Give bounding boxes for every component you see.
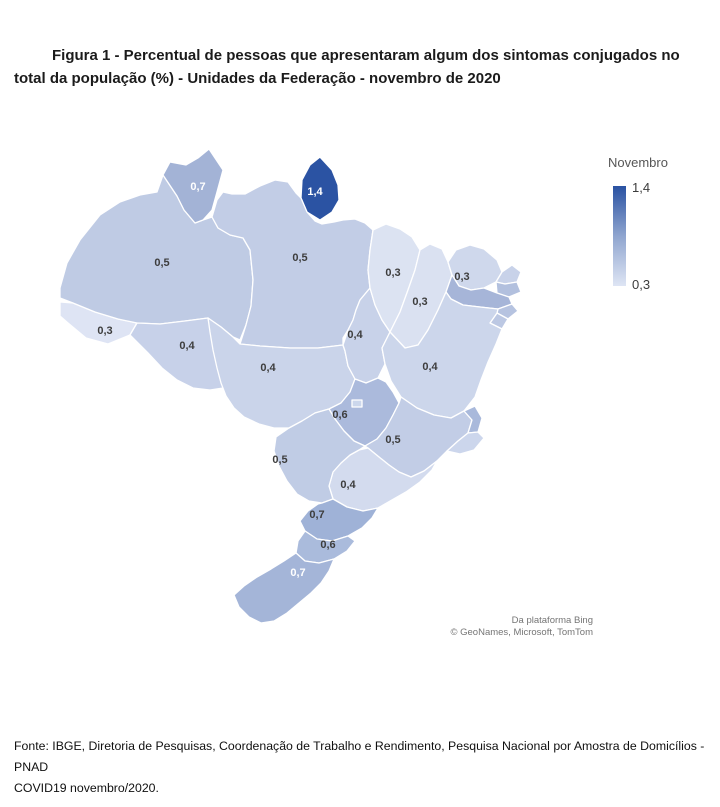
state-SC [295, 530, 356, 564]
state-RS [233, 552, 335, 624]
state-value-label-TO: 0,4 [347, 329, 363, 341]
legend-min-value: 0,3 [632, 277, 651, 292]
map-attribution-line1: Da plataforma Bing [511, 615, 593, 626]
figure-title: Figura 1 - Percentual de pessoas que apr… [14, 44, 710, 90]
state-value-label-RS: 0,7 [290, 567, 305, 579]
state-DF [351, 399, 363, 408]
source-note-line1: Fonte: IBGE, Diretoria de Pesquisas, Coo… [14, 739, 705, 774]
state-value-label-SC: 0,6 [320, 539, 335, 551]
state-value-label-AM: 0,5 [154, 257, 169, 269]
state-AP [300, 156, 340, 221]
state-value-label-MT: 0,4 [260, 362, 276, 374]
figure-title-line1: Figura 1 - Percentual de pessoas que apr… [52, 47, 680, 64]
legend-gradient-bar [613, 186, 626, 286]
state-RR [162, 148, 224, 224]
state-value-label-PR: 0,7 [309, 509, 324, 521]
source-note: Fonte: IBGE, Diretoria de Pesquisas, Coo… [14, 736, 706, 799]
legend-title: Novembro [608, 155, 668, 170]
state-value-label-PA: 0,5 [292, 252, 307, 264]
state-RJ [446, 431, 485, 455]
state-value-label-CE: 0,3 [454, 271, 469, 283]
legend-max-value: 1,4 [632, 180, 651, 195]
state-value-label-RO: 0,4 [179, 340, 195, 352]
state-value-label-PI: 0,3 [412, 296, 427, 308]
state-MS [273, 408, 366, 504]
state-value-label-MS: 0,5 [272, 454, 287, 466]
state-value-label-GO: 0,6 [332, 409, 347, 421]
state-value-label-SP: 0,4 [340, 479, 356, 491]
legend: Novembro 1,4 0,3 [608, 155, 698, 305]
state-value-label-AP: 1,4 [307, 186, 323, 198]
figure-title-line2: total da população (%) - Unidades da Fed… [14, 70, 501, 87]
source-note-line2: COVID19 novembro/2020. [14, 781, 159, 795]
map-attribution: Da plataforma Bing © GeoNames, Microsoft… [451, 615, 594, 639]
state-value-label-BA: 0,4 [422, 361, 438, 373]
state-value-label-AC: 0,3 [97, 325, 112, 337]
state-value-label-RR: 0,7 [190, 181, 205, 193]
state-value-label-MA: 0,3 [385, 267, 400, 279]
map-attribution-line2: © GeoNames, Microsoft, TomTom [450, 627, 594, 638]
state-value-label-MG: 0,5 [385, 434, 400, 446]
brazil-choropleth-map: 0,3 0,5 0,7 1,4 0,5 0,4 0,4 0,4 0,3 0,3 0,3 0,4 0,6 0… [60, 148, 522, 624]
